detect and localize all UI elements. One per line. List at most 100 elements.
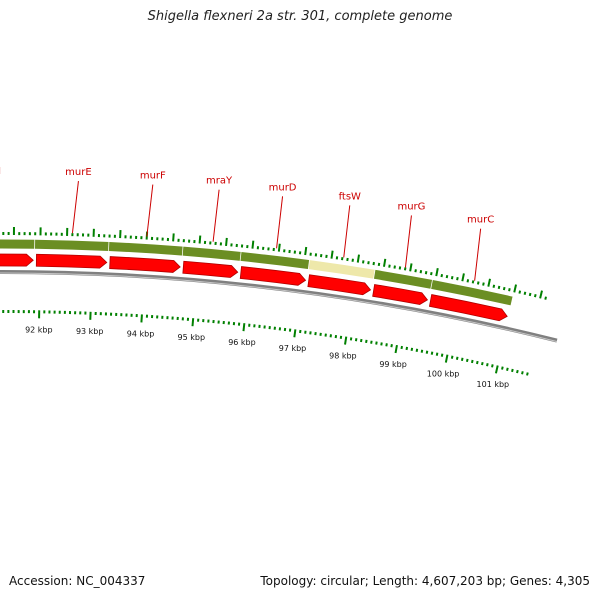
cds-arrow-mraY[interactable] — [182, 260, 239, 278]
scale-label: 97 kbp — [279, 344, 307, 353]
upper-tick — [513, 284, 517, 293]
minor-scale-tick — [465, 358, 469, 363]
gene-leader-murF — [146, 184, 154, 237]
major-scale-tick — [293, 329, 297, 338]
gene-label-murC: murC — [467, 215, 494, 226]
gene-label-ftsI: ftsI — [0, 166, 1, 177]
upper-tick — [476, 281, 480, 285]
scale-label: 96 kbp — [228, 338, 256, 347]
minor-scale-tick — [491, 364, 494, 368]
upper-tick — [533, 293, 537, 298]
upper-tick — [304, 246, 308, 256]
scale-label: 93 kbp — [76, 327, 104, 336]
gene-track — [0, 239, 515, 307]
minor-scale-tick — [430, 351, 434, 355]
gene-segment-murG[interactable] — [373, 269, 433, 289]
scale-labels: 92 kbp 93 kbp 94 kbp 95 kbp 96 kbp 97 kbp 98 k… — [25, 325, 509, 389]
map-title: Shigella flexneri 2a str. 301, complete … — [147, 9, 453, 24]
cds-arrow-murF[interactable] — [109, 256, 181, 273]
cds-arrow-ftsW[interactable] — [307, 274, 372, 296]
gene-label-mraY: mraY — [206, 176, 233, 187]
upper-tick — [502, 286, 506, 291]
upper-tick — [508, 288, 511, 292]
upper-tick — [388, 264, 391, 268]
minor-scale-tick — [521, 371, 524, 375]
gene-label-murG: murG — [397, 201, 425, 212]
scale-label: 99 kbp — [379, 360, 407, 369]
gene-segment-ftsW[interactable] — [308, 260, 376, 279]
upper-tick — [424, 271, 428, 275]
upper-tick — [172, 233, 175, 242]
upper-tick — [414, 269, 417, 273]
gene-separator — [307, 259, 311, 270]
gene-leader-ftsW — [343, 205, 351, 258]
minor-scale-tick — [390, 344, 393, 348]
upper-tick — [528, 292, 532, 297]
cds-arrow-ftsI[interactable] — [0, 253, 34, 267]
cds-arrow-murG[interactable] — [372, 284, 429, 305]
minor-scale-tick — [380, 342, 383, 346]
minor-scale-tick — [481, 361, 484, 366]
upper-tick — [471, 280, 475, 284]
backbone-arc — [0, 270, 558, 343]
minor-scale-tick — [476, 360, 479, 365]
minor-scale-tick — [511, 368, 514, 373]
upper-tick-track — [2, 227, 547, 300]
upper-tick — [450, 276, 454, 280]
upper-tick — [403, 267, 407, 271]
gene-labels: ftsI murE murF mraY murD ftsW murG murC — [0, 166, 494, 281]
minor-scale-tick — [460, 357, 464, 361]
upper-tick — [330, 250, 334, 259]
gene-segment-murD[interactable] — [240, 251, 310, 270]
cds-arrow-murD[interactable] — [239, 266, 307, 286]
backbone-highlight — [0, 272, 557, 343]
gene-leader-murD — [276, 196, 284, 249]
gene-label-murE: murE — [65, 167, 92, 178]
scale-label: 101 kbp — [477, 380, 510, 389]
upper-tick — [482, 282, 485, 286]
minor-scale-tick — [410, 347, 414, 352]
minor-scale-tick — [455, 356, 459, 360]
major-scale-tick — [191, 318, 195, 327]
upper-tick — [393, 265, 396, 269]
gene-label-murF: murF — [140, 171, 166, 182]
minor-scale-tick — [450, 355, 454, 359]
upper-tick — [435, 268, 439, 277]
upper-tick — [277, 243, 281, 252]
minor-scale-tick — [440, 353, 444, 357]
cds-arrow-murC[interactable] — [428, 294, 508, 322]
minor-scale-tick — [420, 349, 424, 353]
gene-segment-murE[interactable] — [34, 239, 110, 252]
gene-segment-mraY[interactable] — [182, 246, 242, 261]
upper-tick — [440, 273, 444, 278]
gene-label-ftsW: ftsW — [339, 191, 361, 202]
minor-scale-tick — [516, 369, 519, 374]
cds-arrow-murE[interactable] — [35, 253, 108, 269]
upper-tick — [461, 273, 465, 282]
gene-separator — [373, 269, 377, 280]
upper-tick — [225, 237, 228, 247]
gene-segment-ftsI[interactable] — [0, 239, 36, 249]
gene-leader-murC — [474, 228, 482, 281]
upper-tick — [487, 278, 491, 287]
upper-tick — [539, 290, 543, 299]
scale-label: 95 kbp — [178, 333, 206, 342]
gene-separator — [510, 296, 515, 307]
minor-scale-tick — [415, 348, 419, 352]
accession-text: Accession: NC_004337 — [9, 574, 146, 588]
minor-scale-tick — [435, 352, 439, 356]
upper-tick — [492, 284, 496, 288]
scale-tick-track — [2, 310, 529, 376]
minor-scale-tick — [526, 372, 529, 376]
minor-scale-tick — [470, 359, 474, 364]
upper-tick — [445, 274, 449, 279]
minor-scale-tick — [375, 341, 378, 345]
upper-tick — [466, 279, 470, 283]
upper-tick — [544, 296, 547, 300]
upper-tick — [398, 266, 402, 270]
major-scale-tick — [242, 323, 246, 332]
gene-segment-murF[interactable] — [108, 242, 184, 256]
gene-label-murD: murD — [269, 182, 297, 193]
topology-text: Topology: circular; Length: 4,607,203 bp… — [260, 574, 590, 588]
